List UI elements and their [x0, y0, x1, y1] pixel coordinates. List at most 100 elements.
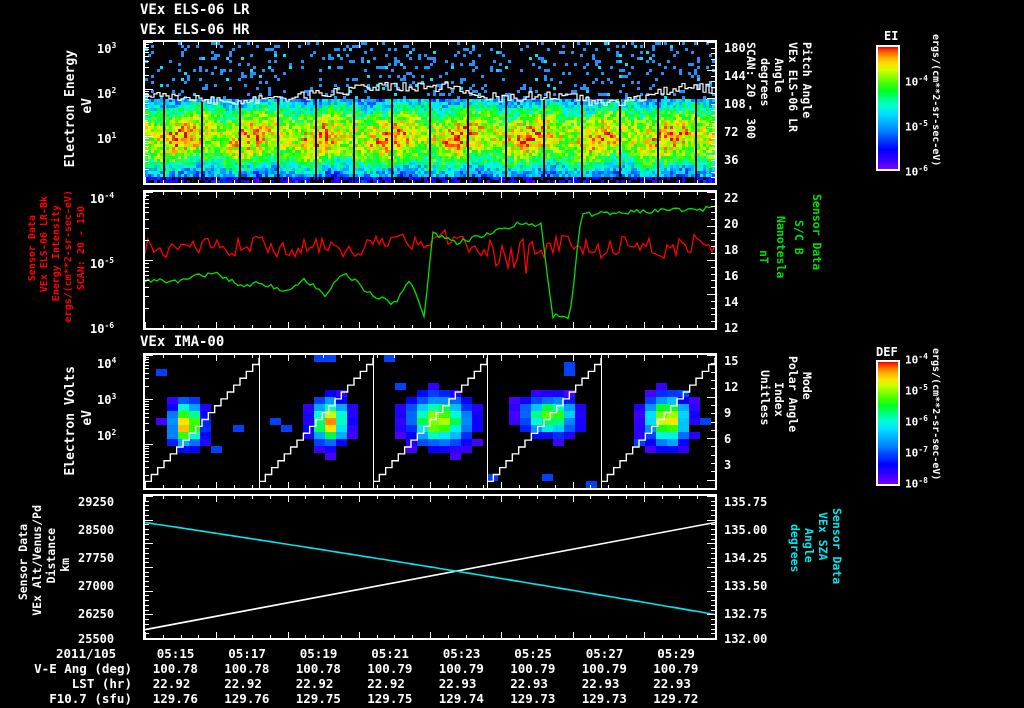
- axis-tick: [252, 635, 253, 638]
- panel2-y2tick-5: 12: [724, 321, 739, 335]
- table-cell: 100.79: [510, 661, 556, 676]
- axis-tick: [359, 42, 360, 48]
- axis-tick: [711, 372, 715, 373]
- axis-tick: [573, 42, 574, 48]
- axis-tick: [145, 136, 153, 137]
- axis-tick: [711, 274, 715, 275]
- axis-tick: [341, 192, 342, 195]
- axis-tick: [145, 595, 149, 596]
- axis-tick: [644, 42, 645, 48]
- axis-tick: [537, 496, 538, 499]
- axis-tick: [501, 485, 502, 488]
- axis-tick: [711, 576, 715, 577]
- axis-tick: [466, 192, 467, 195]
- axis-tick: [711, 301, 715, 302]
- axis-tick: [234, 485, 235, 488]
- axis-tick: [145, 524, 149, 525]
- panel1-y2label-3: degrees: [758, 58, 772, 107]
- table-cell: 129.73: [581, 691, 627, 706]
- axis-tick: [707, 496, 715, 497]
- axis-tick: [448, 42, 449, 45]
- axis-tick: [626, 485, 627, 488]
- axis-tick: [234, 192, 235, 195]
- axis-tick: [181, 635, 182, 638]
- axis-tick: [377, 180, 378, 183]
- axis-tick: [711, 501, 715, 502]
- colorbar-bottom-tick-3: 10-7: [905, 445, 928, 460]
- axis-tick: [145, 359, 149, 360]
- axis-tick: [711, 219, 715, 220]
- panel4-line-canvas: [145, 496, 715, 638]
- axis-tick: [145, 475, 149, 476]
- axis-tick: [707, 192, 715, 193]
- axis-tick: [145, 308, 149, 309]
- axis-tick: [573, 192, 574, 198]
- axis-tick: [590, 192, 591, 195]
- panel3-y2label-2: Index: [772, 382, 786, 417]
- axis-tick: [707, 397, 715, 398]
- colorbar-top-tick-2: 10-6: [905, 164, 928, 179]
- table-cell: 100.79: [653, 661, 699, 676]
- axis-tick: [501, 192, 502, 195]
- axis-tick: [234, 355, 235, 358]
- axis-tick: [288, 355, 289, 358]
- table-cell: 129.72: [653, 691, 699, 706]
- axis-tick: [216, 496, 217, 502]
- axis-tick: [711, 267, 715, 268]
- axis-tick: [145, 562, 149, 563]
- axis-tick: [216, 355, 217, 358]
- axis-tick: [145, 263, 149, 264]
- axis-tick: [711, 87, 715, 88]
- axis-tick: [501, 192, 502, 198]
- axis-tick: [590, 180, 591, 183]
- axis-tick: [270, 485, 271, 488]
- axis-tick: [448, 496, 449, 499]
- axis-tick: [448, 192, 449, 195]
- panel4-ytick-1: 28500: [78, 523, 115, 537]
- table-cell: 22.93: [510, 676, 548, 691]
- axis-tick: [711, 233, 715, 234]
- axis-tick: [662, 42, 663, 45]
- axis-tick: [679, 635, 680, 638]
- axis-tick: [145, 161, 149, 162]
- panel1-plot-frame: [143, 40, 717, 185]
- axis-tick: [466, 42, 467, 45]
- axis-tick: [715, 42, 716, 45]
- axis-tick: [181, 42, 182, 45]
- axis-tick: [697, 325, 698, 328]
- axis-tick: [145, 203, 149, 204]
- axis-tick: [145, 417, 149, 418]
- axis-tick: [555, 496, 556, 499]
- axis-tick: [145, 635, 146, 638]
- axis-tick: [394, 325, 395, 328]
- axis-tick: [145, 576, 149, 577]
- axis-tick: [145, 496, 153, 497]
- axis-tick: [198, 635, 199, 638]
- panel3-ytick-1: 103: [97, 392, 117, 407]
- axis-tick: [711, 380, 715, 381]
- axis-tick: [145, 219, 149, 220]
- axis-tick: [430, 325, 431, 328]
- axis-tick: [145, 91, 149, 92]
- axis-tick: [288, 42, 289, 45]
- axis-tick: [626, 355, 627, 358]
- axis-tick: [707, 355, 715, 356]
- axis-tick: [145, 199, 149, 200]
- axis-tick: [711, 287, 715, 288]
- axis-tick: [323, 496, 324, 499]
- axis-tick: [662, 192, 663, 195]
- panel3-y2label-1: Polar Angle: [786, 356, 800, 433]
- axis-tick: [305, 496, 306, 499]
- axis-tick: [288, 192, 289, 198]
- axis-tick: [715, 635, 716, 638]
- axis-tick: [412, 485, 413, 488]
- axis-tick: [288, 635, 289, 638]
- axis-tick: [145, 328, 153, 329]
- axis-tick: [537, 192, 538, 195]
- axis-tick: [145, 553, 149, 554]
- axis-tick: [644, 355, 645, 358]
- axis-tick: [519, 180, 520, 183]
- axis-tick: [198, 180, 199, 183]
- axis-tick: [145, 103, 149, 104]
- panel4-y2tick-4: 132.75: [724, 607, 768, 621]
